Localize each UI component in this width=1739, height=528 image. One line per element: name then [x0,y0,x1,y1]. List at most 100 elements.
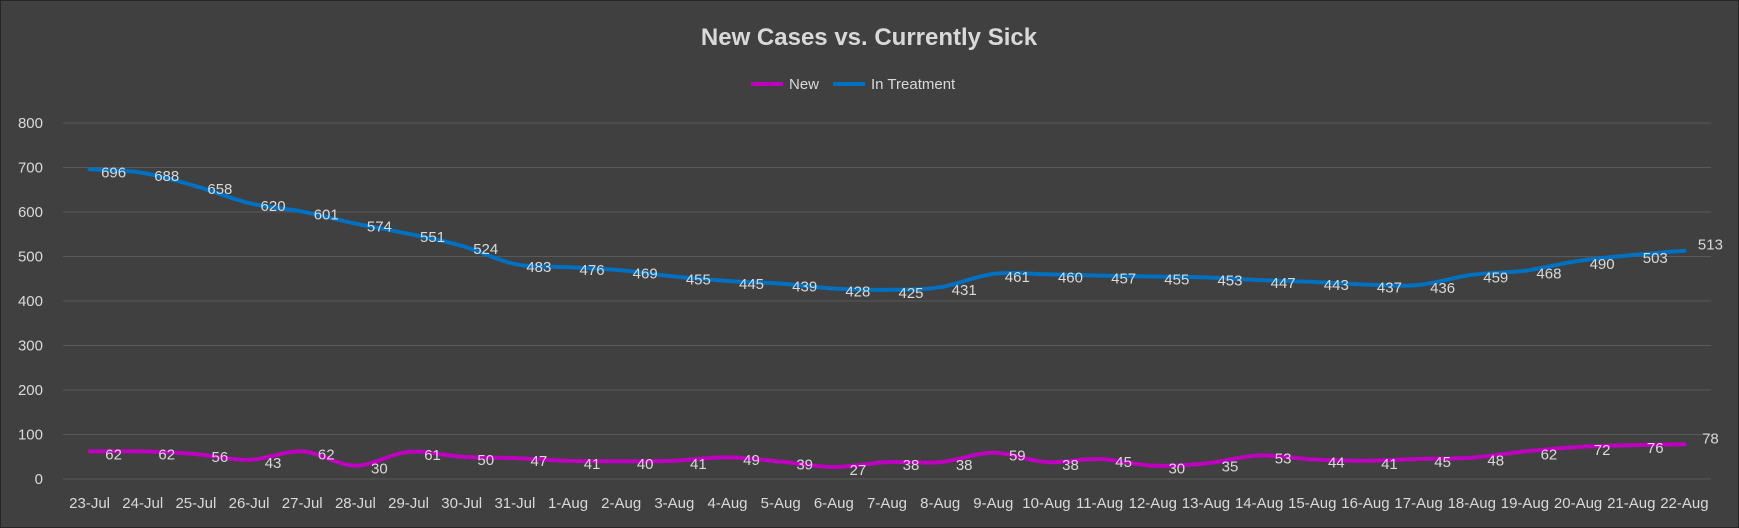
data-label: 30 [1168,461,1185,478]
data-label: 601 [314,207,339,224]
data-label: 453 [1217,272,1242,289]
data-label: 41 [690,456,707,473]
x-tick-label: 24-Jul [122,495,163,512]
data-label: 476 [580,262,605,279]
y-tick-label: 100 [18,427,43,444]
data-label: 469 [633,265,658,282]
data-label: 445 [739,276,764,293]
data-label: 461 [1005,269,1030,286]
x-tick-label: 25-Jul [175,495,216,512]
data-label: 48 [1487,453,1504,470]
y-tick-label: 600 [18,204,43,221]
data-label: 551 [420,229,445,246]
x-tick-label: 17-Aug [1394,495,1442,512]
legend-label: New [789,76,819,93]
data-label: 59 [1009,448,1026,465]
y-tick-label: 700 [18,160,43,177]
data-label: 38 [956,457,973,474]
data-label: 76 [1647,440,1664,457]
data-label: 62 [158,446,175,463]
data-label: 436 [1430,280,1455,297]
x-tick-label: 16-Aug [1341,495,1389,512]
data-label: 455 [686,272,711,289]
chart-title: New Cases vs. Currently Sick [701,24,1038,51]
data-labels: 62 62 56 43 62 30 61 50 47 41 40 41 49 39 27 38 38 59 38 45… [101,164,1723,479]
x-tick-label: 6-Aug [814,495,854,512]
data-label: 574 [367,219,392,236]
data-label: 56 [212,449,229,466]
gridlines [63,122,1711,480]
x-tick-label: 30-Jul [441,495,482,512]
data-label: 44 [1328,454,1345,471]
data-label: 437 [1377,280,1402,297]
data-label: 39 [796,457,813,474]
x-tick-label: 18-Aug [1448,495,1496,512]
x-tick-label: 7-Aug [867,495,907,512]
data-label: 447 [1271,275,1296,292]
data-label: 35 [1222,458,1239,475]
x-tick-label: 22-Aug [1660,495,1708,512]
x-tick-label: 5-Aug [761,495,801,512]
data-label: 50 [477,452,494,469]
data-label: 688 [154,168,179,185]
data-label: 503 [1643,250,1668,267]
x-tick-label: 2-Aug [601,495,641,512]
x-axis-ticks: 23-Jul 24-Jul 25-Jul 26-Jul 27-Jul 28-Jul 29-J… [69,495,1708,512]
y-tick-label: 500 [18,249,43,266]
x-tick-label: 31-Jul [494,495,535,512]
x-tick-label: 21-Aug [1607,495,1655,512]
data-label: 62 [1541,446,1558,463]
chart-legend: New In Treatment [751,76,956,93]
data-label: 460 [1058,269,1083,286]
data-label: 41 [1381,456,1398,473]
data-label: 47 [531,453,548,470]
data-label: 658 [207,181,232,198]
y-tick-label: 300 [18,338,43,355]
x-tick-label: 20-Aug [1554,495,1602,512]
data-label: 455 [1164,272,1189,289]
data-label: 61 [424,447,441,464]
data-label: 428 [845,284,870,301]
data-label: 425 [898,285,923,302]
data-label: 45 [1434,454,1451,471]
x-tick-label: 13-Aug [1182,495,1230,512]
data-label: 468 [1536,266,1561,283]
x-tick-label: 14-Aug [1235,495,1283,512]
x-tick-label: 9-Aug [973,495,1013,512]
x-tick-label: 10-Aug [1022,495,1070,512]
data-label: 483 [526,259,551,276]
data-label: 457 [1111,271,1136,288]
data-label: 524 [473,241,498,258]
data-label: 72 [1594,442,1611,459]
x-tick-label: 12-Aug [1129,495,1177,512]
data-label: 431 [952,282,977,299]
x-tick-label: 11-Aug [1076,495,1123,512]
data-label: 49 [743,452,760,469]
data-label: 53 [1275,450,1292,467]
data-label: 490 [1590,256,1615,273]
x-tick-label: 8-Aug [920,495,960,512]
y-tick-label: 800 [18,115,43,132]
data-label: 459 [1483,270,1508,287]
data-label: 40 [637,456,654,473]
data-label: 78 [1702,430,1719,447]
data-label: 62 [105,446,122,463]
y-tick-label: 200 [18,382,43,399]
x-tick-label: 15-Aug [1288,495,1336,512]
data-label: 41 [584,456,601,473]
data-label: 45 [1115,454,1132,471]
x-tick-label: 1-Aug [548,495,588,512]
y-axis-ticks: 0 100 200 300 400 500 600 700 800 [18,115,43,488]
x-tick-label: 19-Aug [1501,495,1549,512]
x-tick-label: 4-Aug [708,495,748,512]
data-label: 38 [1062,457,1079,474]
data-label: 43 [265,455,282,472]
data-label: 30 [371,461,388,478]
series-line-new [87,442,1687,469]
data-label: 439 [792,279,817,296]
x-tick-label: 27-Jul [282,495,323,512]
x-tick-label: 23-Jul [69,495,110,512]
y-tick-label: 400 [18,293,43,310]
